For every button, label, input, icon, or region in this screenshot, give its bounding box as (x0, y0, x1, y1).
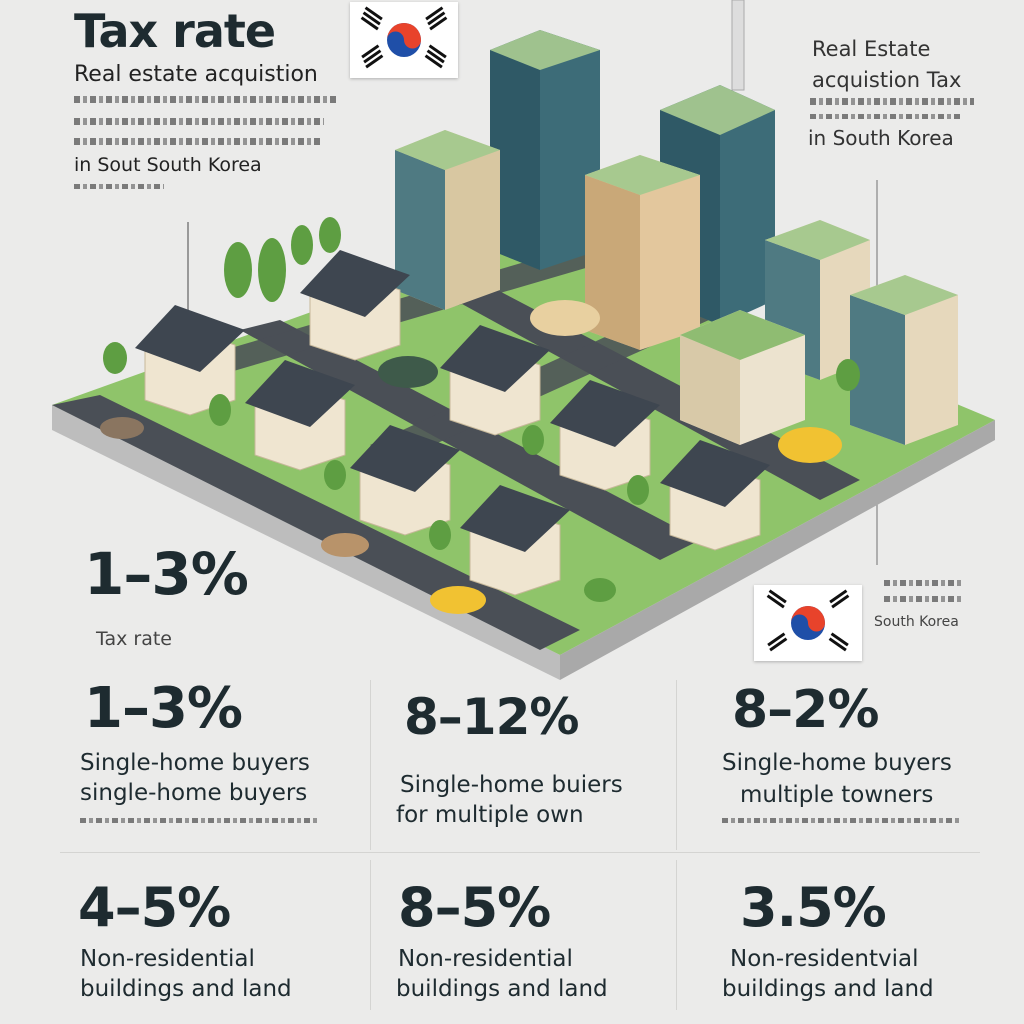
rate-caption-line2: for multiple own (396, 802, 584, 828)
right-subheading: in South Korea (808, 126, 954, 150)
rate-percent: 1–3% (84, 676, 243, 741)
illegible-text-line (884, 580, 964, 586)
rate-percent: 8–2% (732, 680, 879, 740)
illegible-text-line (884, 596, 964, 602)
south-korea-flag (754, 585, 862, 661)
illegible-text-line (74, 138, 322, 145)
rate-percent: 8–12% (404, 688, 579, 746)
grid-divider (370, 680, 371, 850)
grid-divider (676, 680, 677, 850)
rate-caption-line1: Non-residential (80, 946, 255, 972)
grid-divider (60, 852, 980, 853)
rate-caption-line2: single-home buyers (80, 780, 308, 806)
right-heading-line2: acquistion Tax (812, 68, 962, 92)
neighborhood-illustration (52, 0, 995, 680)
rate-caption-line1: Single-home buyers (80, 750, 310, 776)
page-subtitle: Real estate acquistion (74, 62, 318, 87)
rate-percent: 8–5% (398, 876, 551, 939)
flag-caption: South Korea (874, 614, 959, 630)
rate-caption-line2: buildings and land (722, 976, 934, 1002)
rate-percent: 3.5% (740, 876, 887, 939)
rate-caption-line1: Single-home buiers (400, 772, 623, 798)
header-note: in Sout South Korea (74, 154, 262, 176)
hero-tax-label: Tax rate (96, 628, 172, 650)
illegible-text-line (74, 118, 324, 125)
illegible-text-line (74, 184, 164, 189)
illegible-text-line (80, 818, 320, 823)
grid-divider (370, 860, 371, 1010)
rate-caption-line2: buildings and land (396, 976, 608, 1002)
rate-caption-line2: multiple towners (740, 782, 934, 808)
illegible-text-line (810, 114, 960, 119)
hero-tax-percent: 1–3% (84, 540, 249, 608)
rate-caption-line1: Non-residentvial (730, 946, 919, 972)
illegible-text-line (810, 98, 974, 105)
page-title: Tax rate (74, 4, 276, 58)
rate-caption-line1: Single-home buyers (722, 750, 952, 776)
rate-percent: 4–5% (78, 876, 231, 939)
south-korea-flag (350, 2, 458, 78)
illegible-text-line (722, 818, 962, 823)
right-heading: Real Estate acquistion Tax (812, 34, 961, 96)
grid-divider (676, 860, 677, 1010)
illegible-text-line (74, 96, 336, 103)
rate-caption-line1: Non-residential (398, 946, 573, 972)
right-heading-line1: Real Estate (812, 37, 931, 61)
rate-caption-line2: buildings and land (80, 976, 292, 1002)
